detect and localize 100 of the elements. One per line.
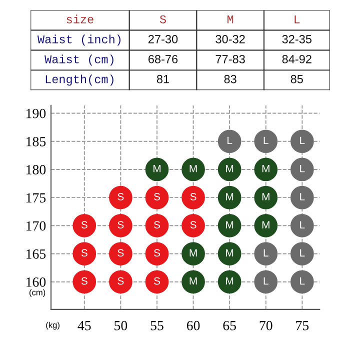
text: 85 [290, 74, 303, 84]
text: M [226, 164, 234, 172]
point [254, 158, 278, 182]
text: S [154, 249, 160, 257]
point [72, 242, 96, 266]
point [182, 186, 205, 210]
text: 77-83 [216, 54, 245, 64]
point [290, 130, 314, 154]
text: Length(cm) [46, 74, 114, 86]
x-tick-label: 50 [114, 320, 128, 330]
point [109, 242, 132, 266]
point [182, 158, 205, 182]
text: 81 [156, 74, 169, 84]
point [145, 214, 169, 238]
x-axis-title: (kg) [46, 322, 60, 330]
point [290, 214, 314, 238]
text: 30-32 [216, 34, 245, 44]
text: S [81, 249, 88, 257]
text: L [300, 164, 305, 172]
text: L [228, 136, 232, 144]
text: L [300, 193, 305, 200]
text: M [226, 193, 234, 200]
text: M [226, 221, 234, 228]
y-tick-label: 160 [26, 277, 46, 287]
point [145, 186, 169, 210]
point [254, 130, 278, 154]
text: L [300, 136, 305, 144]
text: S [118, 249, 124, 257]
point [218, 186, 242, 210]
text: L [264, 249, 268, 256]
text: M [226, 277, 234, 285]
point [72, 214, 96, 238]
point [218, 242, 242, 266]
y-tick-label: 165 [26, 249, 46, 259]
text: 27-30 [148, 34, 178, 44]
x-tick-label: 75 [296, 321, 309, 330]
text: S [81, 277, 88, 285]
text: 84-92 [282, 54, 312, 64]
point [182, 214, 205, 238]
point [290, 158, 314, 182]
point [290, 242, 314, 266]
series-label: L [300, 277, 305, 285]
point [109, 214, 132, 238]
point [254, 242, 278, 266]
text: Waist (inch) [37, 34, 120, 46]
text: 68-76 [148, 54, 178, 64]
text: L [294, 15, 300, 24]
text: M [262, 221, 270, 228]
text: L [264, 277, 268, 285]
text: S [154, 277, 160, 285]
y-tick-label: 180 [26, 165, 46, 174]
text: M [228, 15, 234, 24]
y-tick-label: 190 [26, 108, 46, 118]
text: S [118, 277, 124, 285]
point [145, 270, 169, 294]
series-label: M [190, 164, 197, 172]
point [218, 130, 242, 154]
point [145, 242, 169, 266]
series-label: S [118, 192, 124, 200]
text: M [190, 277, 197, 285]
point [109, 270, 132, 294]
point [145, 158, 169, 182]
y-tick-label: 170 [26, 221, 46, 231]
point [218, 158, 242, 182]
text: S [81, 221, 88, 228]
text: L [264, 136, 268, 144]
text: S [190, 221, 196, 228]
point [254, 270, 278, 294]
x-tick-label: 70 [260, 320, 272, 330]
text: size [66, 14, 94, 24]
point [290, 186, 314, 210]
point [218, 270, 242, 294]
text: 83 [224, 74, 236, 84]
x-tick-label: 45 [78, 321, 91, 330]
text: L [300, 221, 305, 228]
y-tick-label: 185 [26, 136, 46, 146]
text: M [262, 164, 270, 172]
point [218, 214, 242, 238]
point [109, 186, 132, 210]
point [254, 214, 278, 238]
text: S [160, 15, 166, 24]
point [290, 270, 314, 294]
text: 32-35 [282, 34, 312, 44]
text: M [190, 249, 197, 256]
text: S [118, 221, 124, 228]
y-tick-label: 175 [26, 193, 46, 203]
y-axis-title: (cm) [29, 289, 46, 297]
text: Waist (cm) [44, 54, 114, 66]
text: M [154, 164, 160, 172]
text: S [154, 192, 160, 200]
text: M [262, 193, 270, 200]
point [182, 270, 205, 294]
x-tick-label: 65 [223, 320, 236, 330]
point [72, 270, 96, 294]
x-tick-label: 60 [186, 320, 200, 330]
text: S [190, 192, 196, 200]
x-tick-label: 55 [150, 321, 164, 330]
text: M [226, 249, 234, 256]
text: S [154, 221, 160, 228]
point [254, 186, 278, 210]
